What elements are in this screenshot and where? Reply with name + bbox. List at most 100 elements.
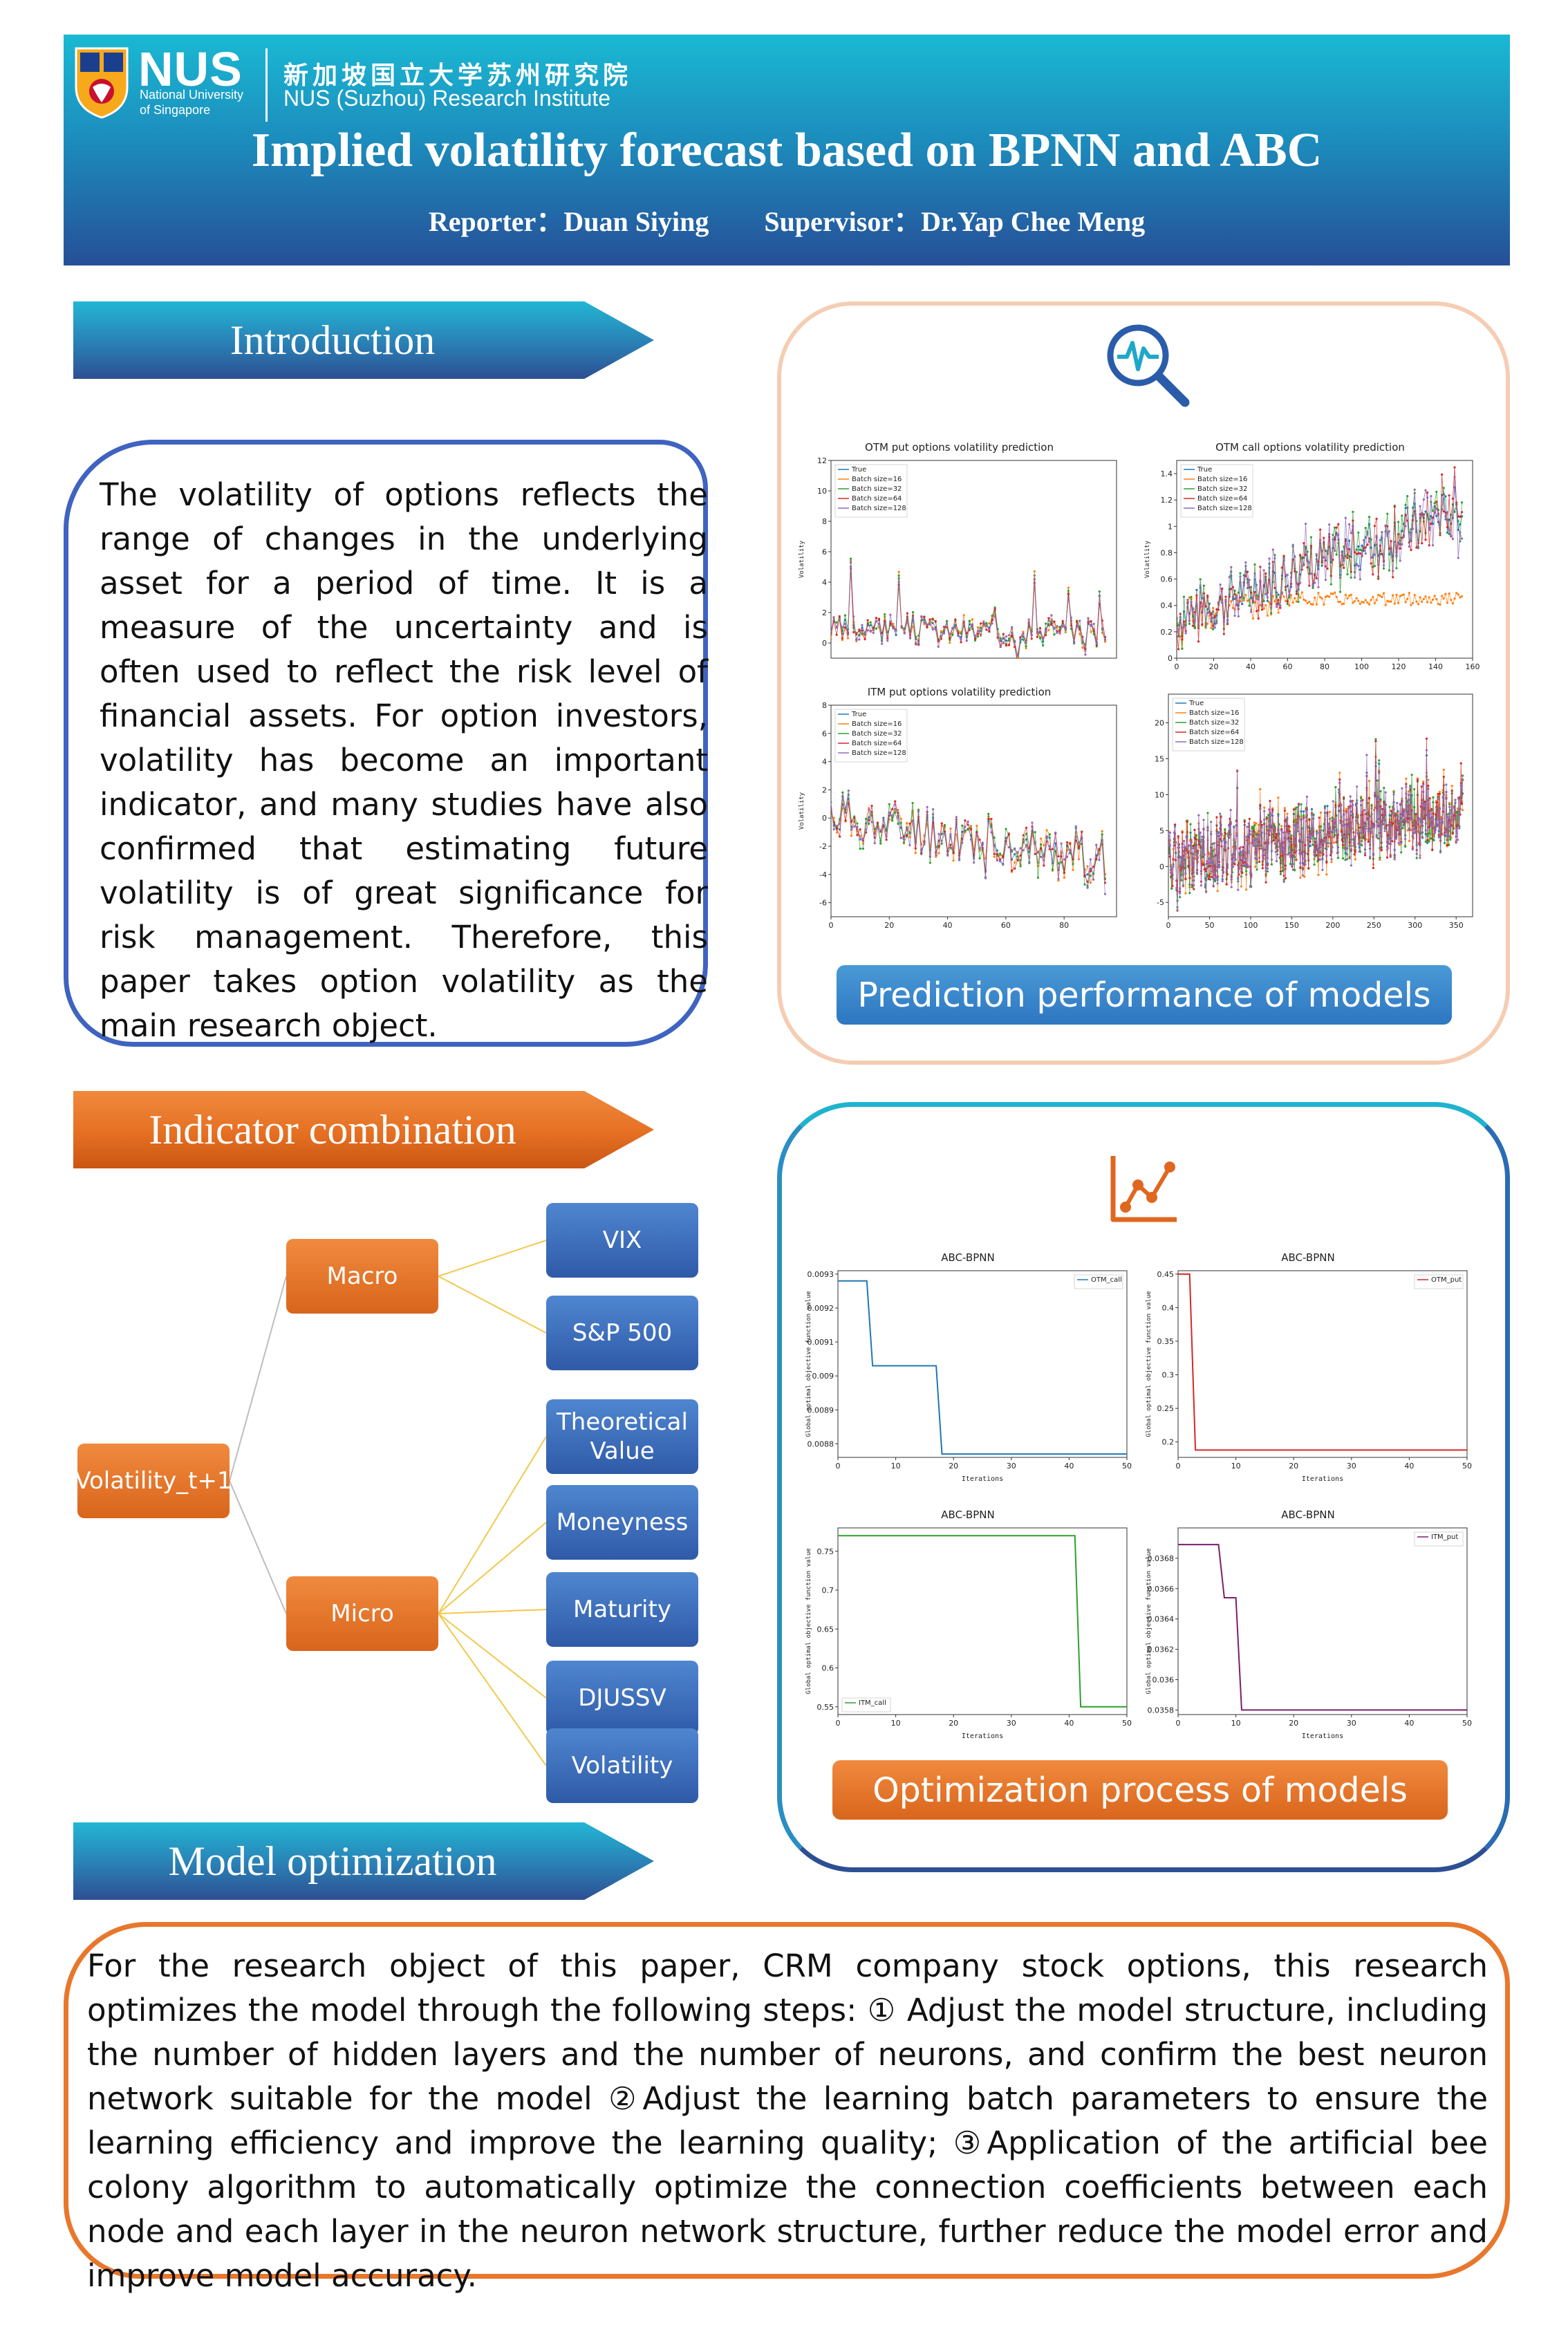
series-point [1353, 551, 1356, 554]
series-point [894, 800, 897, 803]
series-point [1455, 592, 1458, 595]
series-point [1314, 581, 1316, 584]
x-tick-label: 350 [1449, 921, 1464, 930]
y-tick-label: 0.55 [817, 1703, 834, 1712]
series-point [1431, 848, 1434, 851]
series-point [937, 639, 940, 642]
series-point [1372, 826, 1376, 829]
series-point [1457, 557, 1459, 559]
series-point [1416, 815, 1419, 818]
series-point [1283, 825, 1286, 828]
series-point [1373, 601, 1376, 605]
series-point [1312, 586, 1314, 589]
series-point [889, 622, 892, 625]
series-point [1341, 563, 1343, 566]
series-point [1412, 828, 1415, 830]
tree-leaf-djussv: DJUSSV [546, 1661, 698, 1735]
series-point [1041, 637, 1045, 640]
legend-label: Batch size=16 [852, 720, 902, 728]
series-point [886, 640, 889, 642]
series-point [957, 635, 960, 637]
series-point [1433, 512, 1436, 514]
series-point [1438, 792, 1441, 795]
series-point [1460, 789, 1464, 792]
series-point [1072, 863, 1074, 866]
series-point [1223, 839, 1226, 841]
series-point [1237, 591, 1240, 594]
series-point [952, 852, 955, 855]
series-point [1040, 855, 1043, 859]
series-point [1264, 870, 1267, 872]
series-point [1442, 597, 1445, 600]
series-point [1430, 809, 1433, 812]
series-point [1007, 644, 1011, 646]
series-point [1051, 861, 1054, 864]
series-point [847, 802, 850, 805]
series-point [1264, 854, 1267, 857]
series-point [1041, 644, 1045, 647]
series-point [1332, 800, 1334, 803]
series-point [1419, 821, 1422, 823]
series-point [1308, 819, 1311, 821]
series-point [1435, 490, 1438, 493]
legend-label: ITM_call [859, 1699, 886, 1707]
y-tick-label: 0.75 [817, 1547, 834, 1556]
series-point [1033, 578, 1036, 581]
series-point [1346, 557, 1349, 559]
series-point [1364, 526, 1367, 530]
series-point [1290, 834, 1293, 837]
series-point [1353, 853, 1356, 856]
series-point [1376, 837, 1380, 840]
series-point [850, 557, 852, 560]
series-point [1182, 866, 1184, 868]
series-point [895, 629, 897, 632]
series-point [1377, 577, 1380, 580]
series-point [1368, 540, 1371, 543]
series-line [1178, 1544, 1467, 1711]
series-point [1448, 529, 1450, 532]
series-point [1439, 523, 1441, 526]
series-point [1025, 645, 1027, 648]
y-tick-label: 0 [1168, 654, 1173, 663]
series-point [1295, 859, 1298, 861]
series-point [1309, 545, 1313, 548]
series-point [1050, 614, 1053, 617]
series-point [1282, 595, 1285, 598]
series-point [1064, 627, 1067, 631]
series-point [1179, 869, 1182, 872]
series-point [859, 848, 861, 850]
series-point [1459, 781, 1462, 785]
series-point [1379, 790, 1382, 793]
series-point [1294, 555, 1296, 558]
series-point [1397, 601, 1400, 604]
series-point [1374, 761, 1377, 764]
indicator-banner: Indicator combination [73, 1091, 654, 1168]
series-point [1370, 556, 1372, 559]
chart-title: ABC-BPNN [941, 1251, 995, 1264]
series-point [1010, 858, 1014, 861]
series-point [888, 811, 890, 814]
series-point [1224, 831, 1226, 834]
series-point [1436, 825, 1439, 828]
series-point [1377, 593, 1380, 597]
series-point [1424, 595, 1427, 598]
series-point [1181, 647, 1184, 650]
series-point [1442, 793, 1445, 796]
series-point [1424, 840, 1427, 843]
series-point [1384, 791, 1387, 794]
series-point [1234, 848, 1237, 851]
series-point [1259, 579, 1262, 582]
series-point [1370, 831, 1372, 834]
series-point [1308, 561, 1311, 564]
series-point [1269, 812, 1272, 816]
series-point [1248, 817, 1251, 821]
series-point [969, 838, 973, 841]
series-point [1173, 823, 1177, 826]
series-point [984, 877, 987, 879]
series-point [1408, 592, 1410, 595]
series-point [1334, 823, 1336, 825]
series-point [1074, 839, 1077, 842]
series-point [1365, 754, 1368, 756]
series-point [1083, 874, 1086, 877]
series-point [1249, 886, 1252, 888]
